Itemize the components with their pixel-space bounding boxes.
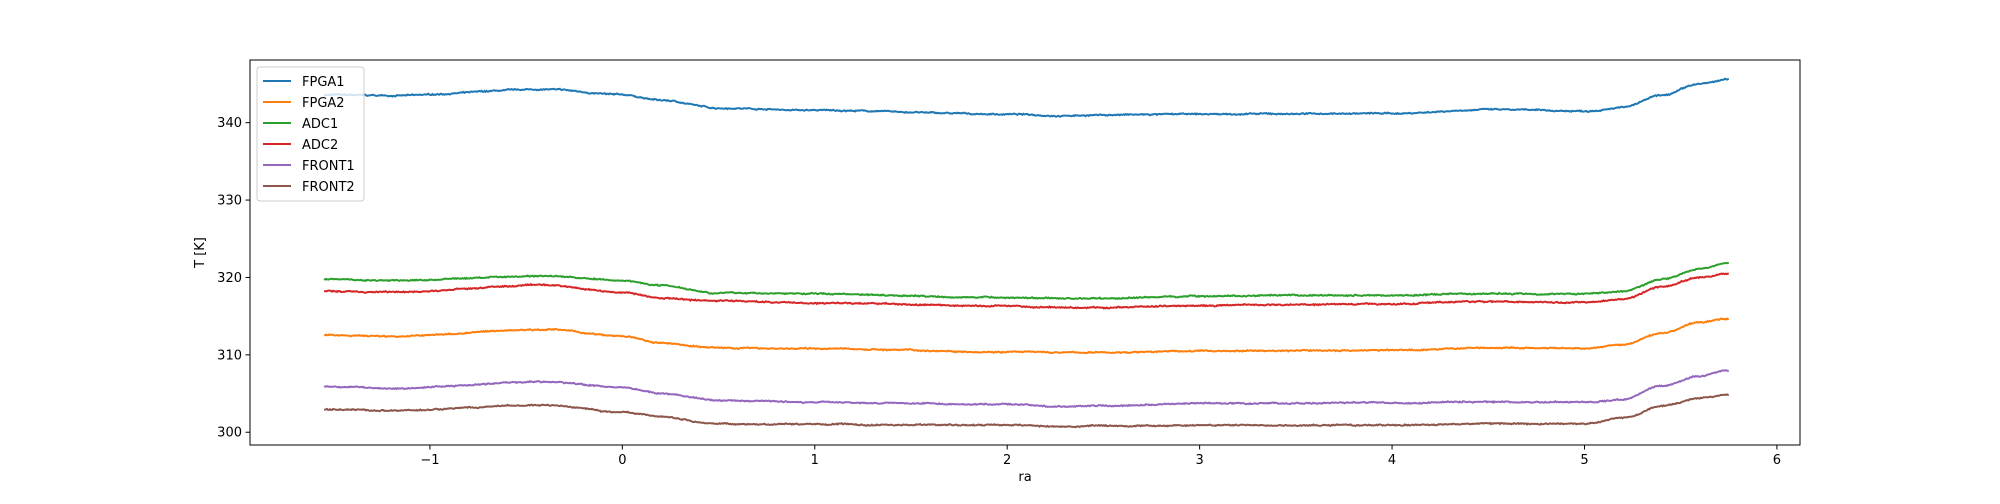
series-line-fpga1 [323,77,1729,118]
x-axis-label: ra [1018,470,1031,485]
y-tick-label: 330 [217,194,242,209]
legend-label: ADC1 [302,117,338,132]
x-tick-label: 2 [1003,453,1011,468]
x-tick-label: 4 [1388,453,1396,468]
y-tick-label: 340 [217,116,242,131]
y-tick-label: 320 [217,271,242,286]
series-line-adc1 [323,261,1729,300]
legend-label: ADC2 [302,138,338,153]
series-line-front1 [323,369,1729,409]
x-tick-label: 0 [618,453,626,468]
series-line-adc2 [323,272,1729,310]
series-line-fpga2 [324,317,1730,355]
series-line-front2 [324,393,1729,429]
x-tick-label: 5 [1580,453,1588,468]
axes-frame [249,59,1801,446]
y-tick-label: 310 [217,348,242,363]
x-tick-label: 6 [1773,453,1781,468]
legend: FPGA1 FPGA2 ADC1 ADC2 FRONT1 FRONT2 [256,66,365,202]
series-lines [323,77,1730,429]
legend-label: FPGA1 [302,75,345,90]
x-tick-label: 1 [811,453,819,468]
legend-label: FRONT1 [302,159,355,174]
y-axis-label: T [K] [193,237,208,269]
y-tick-label: 300 [217,426,242,441]
legend-label: FPGA2 [302,96,345,111]
legend-label: FRONT2 [302,180,355,195]
x-tick-label: −1 [420,453,439,468]
x-axis-ticks: −1 0 1 2 3 4 5 6 [420,445,1781,468]
y-axis-ticks: 300 310 320 330 340 [217,116,250,441]
x-tick-label: 3 [1195,453,1203,468]
legend-box [256,66,365,202]
